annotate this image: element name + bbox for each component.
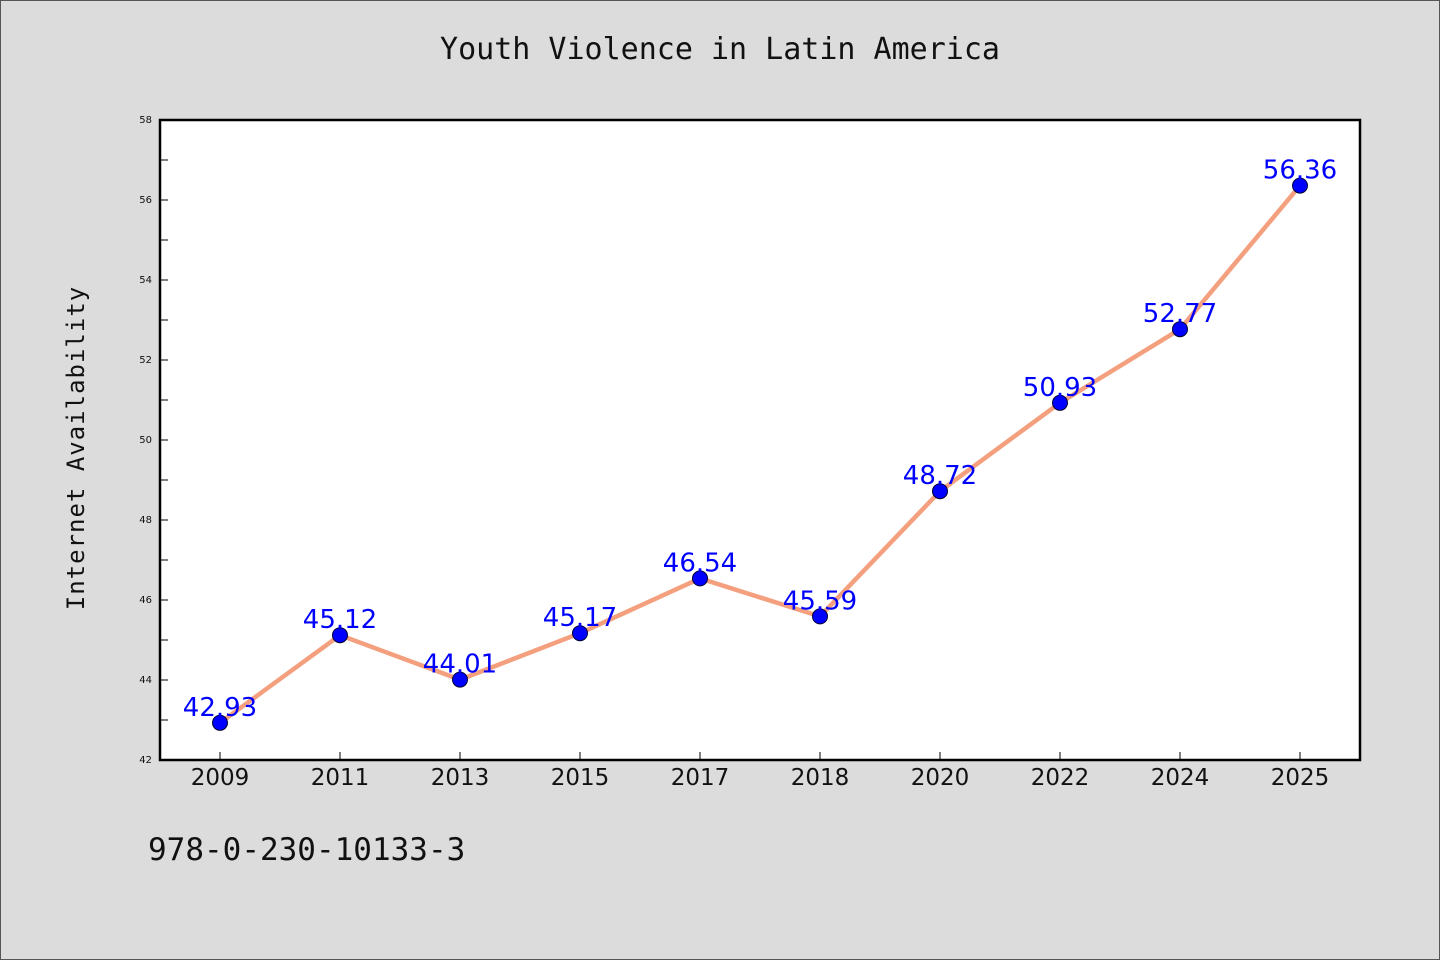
series-markers: [212, 177, 1308, 731]
data-label: 44.01: [423, 650, 497, 680]
data-label: 45.17: [543, 603, 617, 633]
data-labels: 42.93 45.12 44.01 45.17 46.54 45.59 48.72 50.93…: [183, 156, 1337, 723]
data-label: 42.93: [183, 693, 257, 723]
y-tick-label: 48: [139, 515, 152, 526]
x-tick-label: 2013: [431, 765, 490, 791]
data-label: 50.93: [1023, 373, 1097, 403]
data-point: [932, 483, 948, 500]
data-label: 48.72: [903, 461, 977, 491]
y-tick-label: 44: [139, 675, 152, 686]
data-point: [692, 570, 708, 587]
data-point: [1052, 394, 1068, 411]
plot-area: [160, 120, 1360, 760]
x-tick-label: 2024: [1151, 765, 1210, 791]
data-point: [212, 714, 228, 731]
data-point: [1172, 321, 1188, 338]
x-tick-label: 2022: [1031, 765, 1090, 791]
chart-title: Youth Violence in Latin America: [440, 32, 1000, 67]
data-point: [1292, 177, 1308, 194]
x-axis-ticks: 2009 2011 2013 2015 2017 2018 2020 2022 2024 2025: [191, 752, 1330, 791]
data-point: [332, 627, 348, 644]
x-tick-label: 2020: [911, 765, 970, 791]
x-tick-label: 2025: [1271, 765, 1330, 791]
y-tick-label: 54: [139, 275, 152, 286]
data-label: 52.77: [1143, 299, 1217, 329]
y-tick-label: 52: [139, 355, 152, 366]
plot-border: [158, 118, 1362, 762]
data-label: 46.54: [663, 548, 737, 578]
y-tick-label: 46: [139, 595, 152, 606]
data-point: [452, 671, 468, 688]
x-tick-label: 2017: [671, 765, 730, 791]
x-tick-label: 2015: [551, 765, 610, 791]
series-line-group: [217, 183, 1303, 726]
y-tick-label: 56: [139, 195, 152, 206]
data-point: [812, 608, 828, 625]
data-label: 45.12: [303, 605, 377, 635]
x-tick-label: 2011: [311, 765, 370, 791]
y-tick-label: 58: [139, 115, 152, 126]
series-line: [217, 183, 1303, 726]
x-tick-label: 2018: [791, 765, 850, 791]
x-tick-label: 2009: [191, 765, 250, 791]
data-point: [572, 625, 588, 642]
y-axis-label: Internet Availability: [62, 286, 90, 610]
y-axis-ticks: 42 44 46 48 50 52 54 56 58: [139, 115, 168, 766]
footer-text: 978-0-230-10133-3: [148, 832, 466, 868]
y-tick-label: 42: [139, 755, 152, 766]
y-tick-label: 50: [139, 435, 152, 446]
data-label: 45.59: [783, 586, 857, 616]
data-label: 56.36: [1263, 156, 1337, 186]
